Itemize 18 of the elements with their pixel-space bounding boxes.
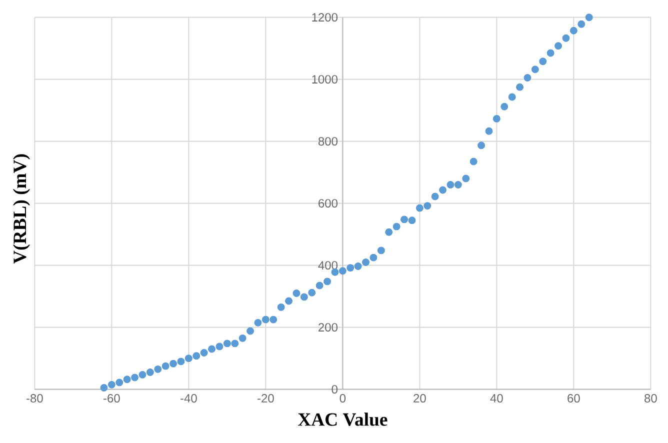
y-tick-label: 800 bbox=[318, 137, 338, 146]
x-tick-label: 40 bbox=[490, 394, 503, 403]
x-tick-label: 80 bbox=[644, 394, 657, 403]
y-tick-label: 400 bbox=[318, 261, 338, 270]
y-tick-label: 0 bbox=[332, 385, 338, 394]
x-tick-label: -80 bbox=[26, 394, 43, 403]
x-tick-label: -20 bbox=[258, 394, 274, 403]
x-tick-label: 20 bbox=[414, 394, 426, 403]
y-axis-title: V(RBL) (mV) bbox=[13, 154, 30, 264]
x-tick-label: -60 bbox=[104, 394, 120, 403]
y-tick-label: 1000 bbox=[312, 75, 338, 84]
x-tick-label: 60 bbox=[568, 394, 580, 403]
y-tick-label: 600 bbox=[318, 199, 338, 208]
y-tick-label: 200 bbox=[318, 323, 338, 332]
x-tick-label: 0 bbox=[340, 394, 346, 403]
x-axis-title: XAC Value bbox=[298, 412, 388, 426]
y-tick-label: 1200 bbox=[312, 13, 338, 22]
x-tick-label: -40 bbox=[180, 394, 197, 403]
